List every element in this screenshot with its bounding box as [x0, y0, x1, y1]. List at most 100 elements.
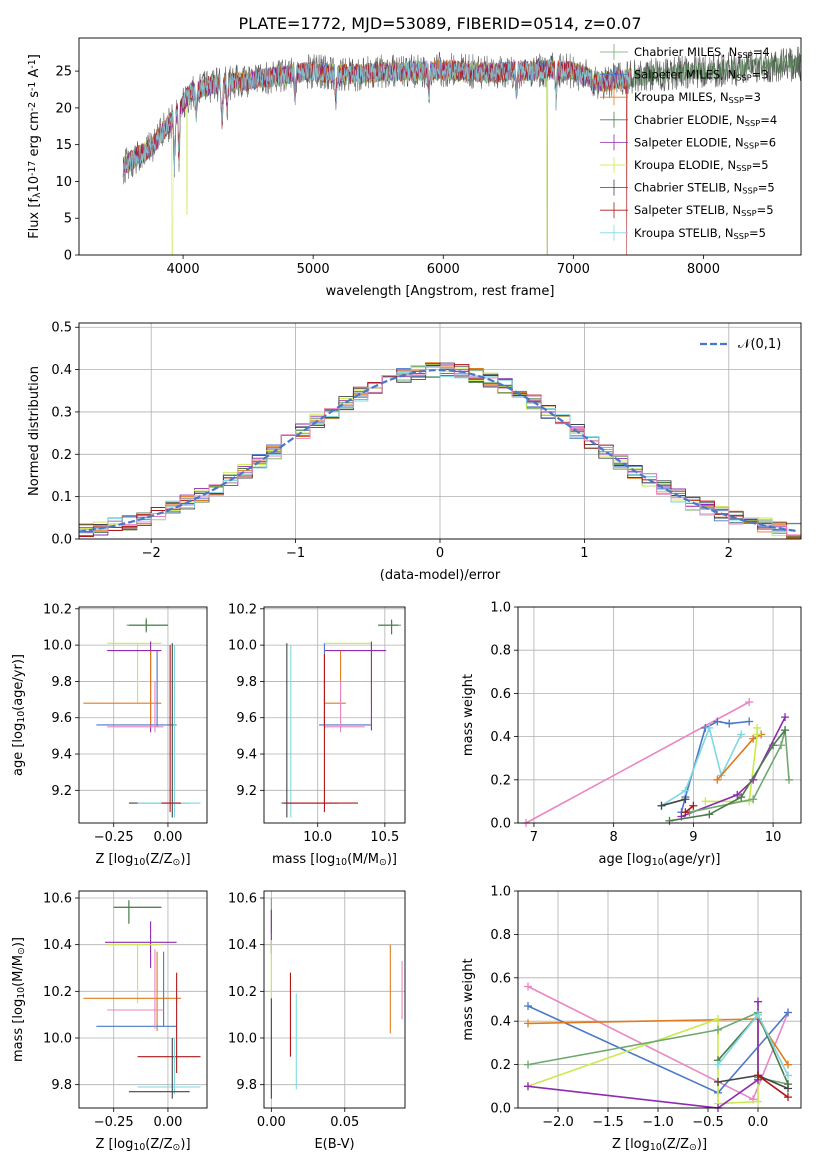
y-tick-label: 10.0: [228, 639, 257, 654]
age-vs-mass-panel: 10.0 10.5 9.2 9.4 9.6 9.8 10.0 10.2 mass [log10​…: [228, 602, 406, 868]
y-tick-label: 10.6: [43, 892, 72, 907]
errorbar-point: [128, 619, 168, 633]
y-axis-label: mass weight: [461, 958, 476, 1040]
y-tick-label: 0.8: [490, 928, 511, 943]
errorbar-point: [107, 642, 162, 704]
y-tick-label: 9.6: [51, 711, 72, 726]
x-tick-label: 2: [725, 546, 733, 561]
y-tick-label: 10.6: [228, 892, 257, 907]
weight-marker: [714, 1025, 722, 1034]
y-tick-label: 20: [55, 101, 72, 116]
x-axis-label: Z [log10​(Z/Z⊙​)]: [95, 1137, 190, 1153]
y-tick-label: 9.2: [51, 784, 72, 799]
x-tick-label: 10.5: [370, 830, 399, 845]
y-tick-label: 0.2: [51, 448, 72, 463]
y-tick-label: 0: [64, 249, 72, 264]
weight-marker: [749, 795, 758, 804]
errorbar-point: [83, 951, 181, 1031]
errorbar-point: [378, 619, 399, 635]
legend-entry: Kroupa ELODIE, NSSP​=5: [634, 158, 769, 173]
errorbar-point: [107, 949, 164, 1029]
weight-marker: [737, 730, 746, 739]
weight-marker: [781, 726, 790, 735]
y-tick-label: 9.8: [51, 675, 72, 690]
y-tick-label: 9.8: [236, 1078, 257, 1093]
y-tick-label: 10.0: [43, 1032, 72, 1047]
y-tick-label: 0.0: [490, 1102, 511, 1117]
y-tick-label: 9.2: [236, 784, 257, 799]
weight-marker: [714, 1060, 722, 1069]
y-tick-label: 0.0: [490, 817, 511, 832]
age-vs-z-panel: −0.25 0.00 9.2 9.4 9.6 9.8 10.0 10.2 Z [log10​(Z…: [11, 602, 208, 868]
weight-marker: [745, 698, 754, 707]
errorbar-point: [137, 645, 201, 818]
weight-marker: [665, 816, 674, 825]
legend-entry: Chabrier ELODIE, NSSP​=4: [634, 113, 777, 128]
y-tick-label: 10.2: [228, 602, 257, 617]
x-tick-label: 0.0: [748, 1115, 769, 1130]
legend-entry: Chabrier STELIB, NSSP​=5: [634, 181, 775, 196]
weight-marker: [681, 795, 690, 804]
weight-marker: [745, 717, 754, 726]
weight-marker: [784, 1008, 792, 1017]
errorbar-point: [378, 619, 401, 635]
y-tick-label: 10.2: [43, 985, 72, 1000]
axes-frame: [78, 890, 208, 1109]
weight-marker: [524, 1002, 532, 1011]
y-tick-label: 10.4: [228, 938, 257, 953]
errorbar-point: [324, 642, 372, 704]
errorbar-point: [324, 681, 365, 733]
weight-marker: [524, 982, 532, 991]
x-tick-label: −1.5: [592, 1115, 624, 1130]
errorbar-point: [107, 681, 164, 733]
y-axis-label: mass weight: [461, 674, 476, 756]
y-tick-label: 10.2: [228, 985, 257, 1000]
y-tick-label: 25: [55, 65, 72, 80]
x-tick-label: −0.25: [94, 830, 134, 845]
y-tick-label: 0.1: [51, 490, 72, 505]
y-tick-label: 10: [55, 175, 72, 190]
weight-marker: [714, 1077, 722, 1086]
x-axis-label: E(B-V): [314, 1137, 354, 1152]
weight-marker: [713, 717, 722, 726]
y-tick-label: 0.5: [51, 321, 72, 336]
y-tick-label: 10.4: [43, 938, 72, 953]
residuals-panel: −2 −1 0 1 2 0.0 0.1 0.2 0.3 0.4 0.5 (data-model)/er…: [27, 321, 802, 583]
y-tick-label: 0.0: [51, 533, 72, 548]
weight-marker: [781, 713, 790, 722]
y-tick-label: 10.0: [228, 1032, 257, 1047]
y-tick-label: 9.8: [51, 1078, 72, 1093]
errorbar-point: [96, 650, 177, 727]
errorbar-point: [113, 900, 162, 924]
weight-marker: [754, 1071, 762, 1080]
errorbar-point: [107, 944, 162, 1003]
x-axis-label: (data-model)/error: [380, 568, 501, 583]
axes-frame: [78, 322, 802, 540]
y-axis-label: age [log10​(age/yr)]: [11, 654, 27, 776]
y-tick-label: 9.8: [236, 675, 257, 690]
weight-line: [681, 716, 786, 818]
x-tick-label: 5000: [297, 262, 330, 277]
y-tick-label: 0.6: [490, 687, 511, 702]
spectrum-model-line: [122, 59, 633, 178]
errorbars: [83, 900, 201, 1099]
errorbar-point: [319, 643, 372, 727]
x-tick-label: 0: [436, 546, 444, 561]
weight-series: [524, 982, 792, 1112]
x-tick-label: 7000: [557, 262, 590, 277]
errorbar-point: [284, 654, 358, 813]
normal-curve: [79, 368, 799, 533]
x-tick-label: 0.05: [330, 1115, 359, 1130]
x-axis-label: Z [log10​(Z/Z⊙​)]: [612, 1137, 707, 1153]
y-tick-label: 9.4: [236, 748, 257, 763]
errorbar-point: [83, 650, 162, 727]
y-axis-label: Normed distribution: [27, 366, 42, 496]
x-tick-label: 9: [689, 830, 697, 845]
errorbar-point: [137, 1038, 201, 1094]
weight-line: [525, 701, 750, 824]
weight-vs-z-panel: −2.0 −1.5 −1.0 −0.5 0.0 0.0 0.2 0.4 0.6 0.8 1.0 Z […: [461, 885, 802, 1153]
x-tick-label: 4000: [167, 262, 200, 277]
y-tick-label: 0.8: [490, 644, 511, 659]
y-tick-label: 15: [55, 138, 72, 153]
